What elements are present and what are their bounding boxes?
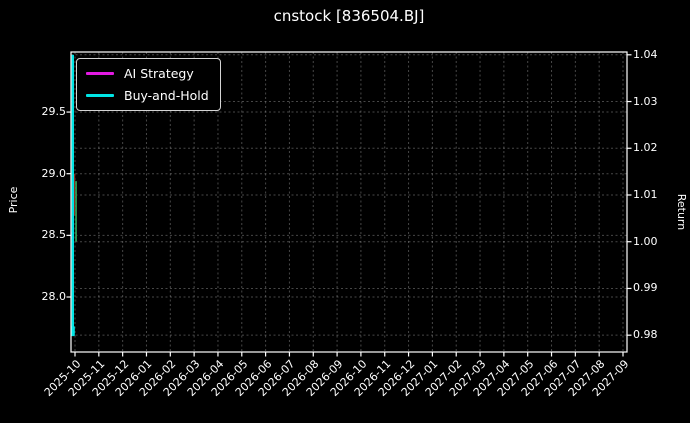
legend-label-buy-and-hold: Buy-and-Hold — [124, 88, 209, 103]
y-tick-label-right: 0.98 — [633, 328, 658, 342]
y-tick-label-left: 29.5 — [41, 105, 67, 119]
y-tick-label-right: 0.99 — [633, 281, 658, 295]
buy-and-hold-line-tip — [70, 326, 75, 337]
y-tick-label-right: 1.02 — [633, 141, 658, 155]
y-tick-label-left: 29.0 — [41, 166, 67, 180]
legend: AI Strategy Buy-and-Hold — [76, 58, 221, 111]
legend-item-buy-and-hold: Buy-and-Hold — [86, 86, 209, 105]
candle-up — [75, 181, 77, 242]
y-tick-label-left: 28.5 — [41, 228, 67, 242]
y-axis-label-return: Return — [675, 193, 688, 231]
buy-and-hold-line — [71, 54, 74, 336]
candle-down — [73, 173, 76, 216]
y-tick-label-right: 1.03 — [633, 94, 658, 108]
y-axis-label-price: Price — [7, 186, 20, 214]
y-tick-label-right: 1.04 — [633, 47, 658, 61]
chart-title: cnstock [836504.BJ] — [273, 7, 425, 25]
plot-border — [70, 51, 628, 353]
legend-line-swatch-buy-and-hold — [86, 94, 114, 97]
y-tick-label-left: 28.0 — [41, 290, 67, 303]
y-tick-label-right: 1.00 — [633, 234, 658, 248]
y-tick-label-right: 1.01 — [633, 187, 658, 201]
legend-label-ai-strategy: AI Strategy — [124, 66, 194, 81]
legend-line-swatch-ai-strategy — [86, 72, 114, 75]
legend-item-ai-strategy: AI Strategy — [86, 64, 209, 83]
